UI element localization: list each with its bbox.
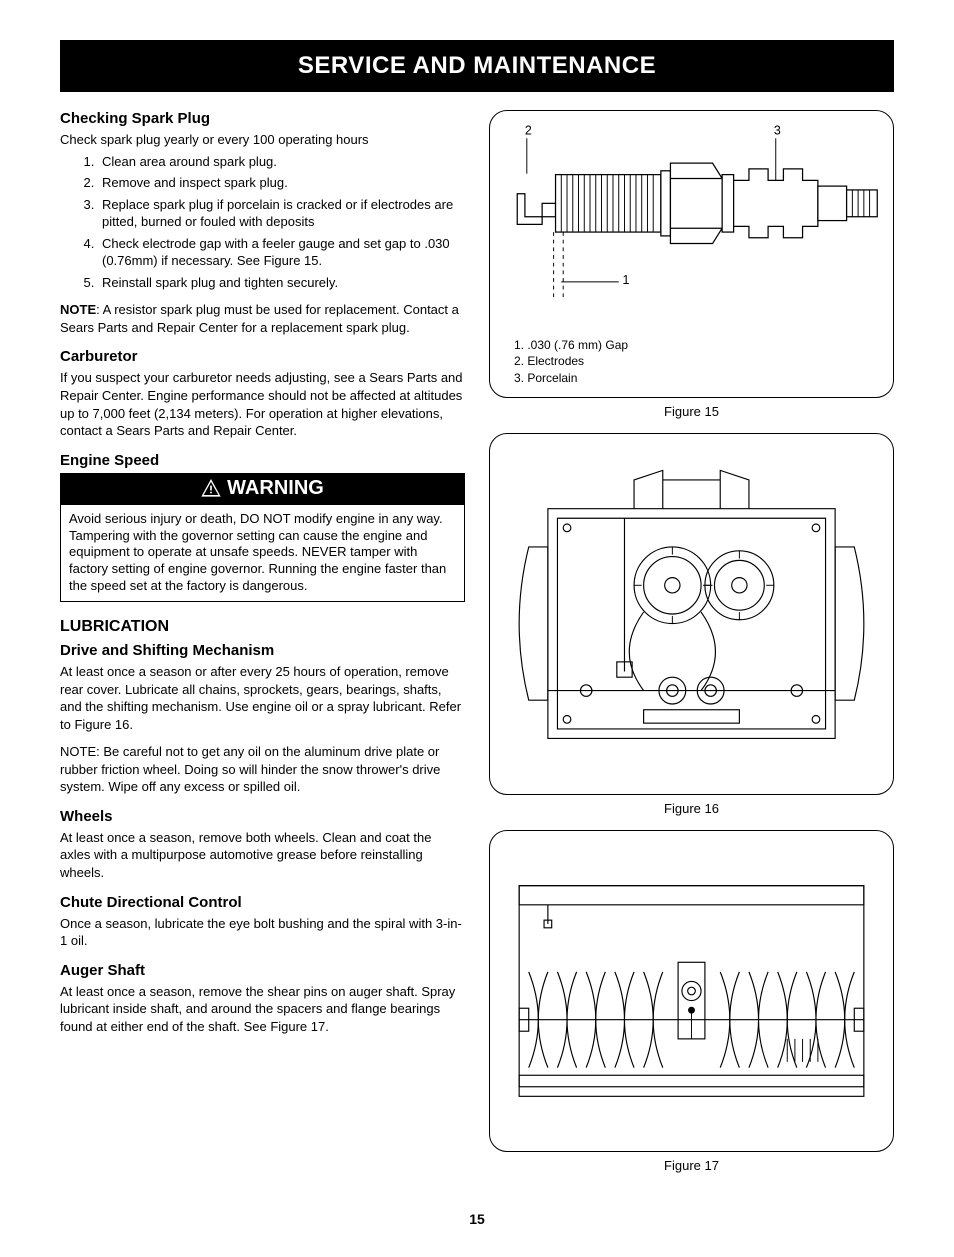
page-title-bar: SERVICE AND MAINTENANCE xyxy=(60,40,894,92)
page-number: 15 xyxy=(60,1211,894,1227)
figure-label-item: 3. Porcelain xyxy=(514,371,883,387)
chute-heading: Chute Directional Control xyxy=(60,894,465,911)
warning-label: WARNING xyxy=(227,477,324,500)
figure-16-caption: Figure 16 xyxy=(489,801,894,816)
spark-plug-note: NOTE: A resistor spark plug must be used… xyxy=(60,301,465,336)
auger-text: At least once a season, remove the shear… xyxy=(60,983,465,1036)
chute-text: Once a season, lubricate the eye bolt bu… xyxy=(60,915,465,950)
right-column: 2 3 1 xyxy=(489,110,894,1187)
callout-2: 2 xyxy=(525,123,532,137)
lubrication-heading: LUBRICATION xyxy=(60,618,465,636)
left-column: Checking Spark Plug Check spark plug yea… xyxy=(60,110,465,1187)
drive-mechanism-diagram xyxy=(500,444,883,784)
note-label: NOTE xyxy=(60,302,96,317)
carburetor-heading: Carburetor xyxy=(60,348,465,365)
figure-label-item: 2. Electrodes xyxy=(514,354,883,370)
engine-speed-heading: Engine Speed xyxy=(60,452,465,469)
figure-15-box: 2 3 1 xyxy=(489,110,894,398)
figure-15-caption: Figure 15 xyxy=(489,404,894,419)
drive-heading: Drive and Shifting Mechanism xyxy=(60,642,465,659)
warning-triangle-icon xyxy=(201,479,221,497)
drive-note: NOTE: Be careful not to get any oil on t… xyxy=(60,743,465,796)
list-item: Reinstall spark plug and tighten securel… xyxy=(98,274,465,292)
carburetor-text: If you suspect your carburetor needs adj… xyxy=(60,369,465,439)
callout-1: 1 xyxy=(623,273,630,287)
auger-shaft-diagram xyxy=(500,841,883,1141)
wheels-text: At least once a season, remove both whee… xyxy=(60,829,465,882)
spark-plug-heading: Checking Spark Plug xyxy=(60,110,465,127)
figure-17-caption: Figure 17 xyxy=(489,1158,894,1173)
spark-plug-intro: Check spark plug yearly or every 100 ope… xyxy=(60,131,465,149)
spark-plug-diagram: 2 3 1 xyxy=(500,121,883,332)
list-item: Remove and inspect spark plug. xyxy=(98,174,465,192)
auger-heading: Auger Shaft xyxy=(60,962,465,979)
figure-label-item: 1. .030 (.76 mm) Gap xyxy=(514,338,883,354)
note-text: : A resistor spark plug must be used for… xyxy=(60,302,459,335)
wheels-heading: Wheels xyxy=(60,808,465,825)
figure-16-box xyxy=(489,433,894,795)
list-item: Clean area around spark plug. xyxy=(98,153,465,171)
figure-17-box xyxy=(489,830,894,1152)
two-column-layout: Checking Spark Plug Check spark plug yea… xyxy=(60,110,894,1187)
drive-text: At least once a season or after every 25… xyxy=(60,663,465,733)
spark-plug-steps: Clean area around spark plug. Remove and… xyxy=(60,153,465,292)
list-item: Replace spark plug if porcelain is crack… xyxy=(98,196,465,231)
callout-3: 3 xyxy=(774,123,781,137)
warning-bar: WARNING xyxy=(60,473,465,504)
warning-box: Avoid serious injury or death, DO NOT mo… xyxy=(60,504,465,602)
list-item: Check electrode gap with a feeler gauge … xyxy=(98,235,465,270)
figure-15-labels: 1. .030 (.76 mm) Gap 2. Electrodes 3. Po… xyxy=(500,338,883,387)
